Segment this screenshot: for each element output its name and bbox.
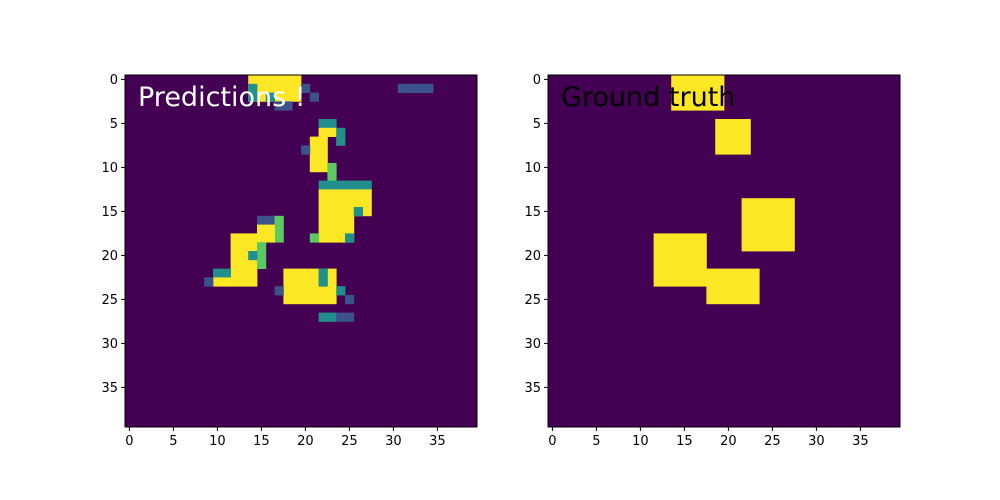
ground-truth-x-tick-label: 0	[548, 434, 556, 449]
predictions-x-axis: 0 5 10 15 20 25 30 35	[125, 427, 446, 449]
predictions-y-axis: 0 5 10 15 20 25 30 35	[101, 73, 125, 396]
prediction-heatmap-cell	[257, 242, 267, 269]
prediction-y-tick-label: 10	[101, 161, 118, 176]
ground-truth-x-tick-label: 35	[852, 434, 869, 449]
prediction-heatmap-cell	[309, 233, 319, 243]
prediction-heatmap-cell	[397, 83, 434, 93]
prediction-heatmap-cell	[353, 207, 363, 217]
prediction-y-tick-label: 20	[101, 249, 118, 264]
ground-truth-x-axis: 0 5 10 15 20 25 30 35	[548, 427, 869, 449]
prediction-heatmap-cell	[248, 83, 258, 93]
prediction-x-tick-label: 0	[125, 434, 133, 449]
ground-truth-heatmap-cell	[741, 198, 795, 252]
ground-truth-y-tick-label: 5	[533, 117, 541, 132]
ground-truth-y-tick-label: 35	[524, 381, 541, 396]
prediction-heatmap-cell	[318, 127, 337, 137]
ground-truth-y-tick-label: 20	[524, 249, 541, 264]
prediction-heatmap-cell	[274, 215, 284, 243]
prediction-x-tick-label: 15	[253, 434, 270, 449]
prediction-heatmap-cell	[318, 119, 337, 129]
prediction-heatmap-cell	[301, 83, 311, 93]
prediction-heatmap-cell	[336, 312, 355, 322]
ground-truth-y-tick-label: 15	[524, 205, 541, 220]
predictions-axes-frame	[124, 74, 478, 428]
ground-truth-x-tick-label: 30	[808, 434, 825, 449]
ground-truth-x-tick-label: 10	[632, 434, 649, 449]
prediction-heatmap-cell	[336, 286, 346, 296]
ground-truth-y-axis: 0 5 10 15 20 25 30 35	[524, 73, 548, 396]
prediction-y-tick-label: 25	[101, 293, 118, 308]
prediction-heatmap-cell	[327, 312, 337, 322]
prediction-y-tick-label: 30	[101, 337, 118, 352]
ground-truth-x-tick-label: 25	[764, 434, 781, 449]
prediction-heatmap-cell	[318, 189, 372, 217]
prediction-y-tick-label: 5	[110, 117, 118, 132]
ground-truth-heatmap-cell	[706, 268, 760, 305]
prediction-heatmap-cell	[345, 233, 355, 243]
prediction-x-tick-label: 35	[429, 434, 446, 449]
prediction-heatmap-cell	[248, 92, 258, 102]
ground-truth-y-tick-label: 25	[524, 293, 541, 308]
prediction-y-tick-label: 15	[101, 205, 118, 220]
prediction-heatmap-cell	[204, 277, 214, 287]
prediction-heatmap-cell	[274, 286, 284, 296]
prediction-heatmap-cell	[318, 268, 328, 287]
prediction-heatmap-cell	[309, 92, 319, 102]
predictions-heatmap	[125, 75, 477, 427]
prediction-heatmap-cell	[213, 268, 231, 278]
prediction-heatmap-cell	[309, 136, 328, 173]
prediction-heatmap-cell	[274, 101, 293, 111]
prediction-x-tick-label: 5	[169, 434, 177, 449]
prediction-heatmap-cell	[283, 268, 337, 305]
ground-truth-x-tick-label: 5	[592, 434, 600, 449]
prediction-heatmap-cell	[345, 295, 355, 305]
ground-truth-heatmap	[548, 75, 900, 427]
ground-truth-y-tick-label: 10	[524, 161, 541, 176]
ground-truth-x-tick-label: 20	[720, 434, 737, 449]
ground-truth-panel: 0 5 10 15 20 25 30 35 0 5 10 15 20 25 30 35 Ground tru…	[524, 73, 901, 449]
prediction-y-tick-label: 0	[110, 73, 118, 88]
ground-truth-heatmap-cell	[715, 119, 751, 155]
ground-truth-heatmap-cell	[671, 75, 725, 111]
prediction-heatmap-cell	[257, 215, 275, 225]
predictions-panel: 0 5 10 15 20 25 30 35 0 5 10 15 20 25 30 35 Prediction…	[101, 73, 478, 449]
prediction-heatmap-cell	[327, 163, 337, 181]
prediction-heatmap-cell	[265, 92, 275, 102]
prediction-x-tick-label: 20	[297, 434, 314, 449]
prediction-x-tick-label: 30	[385, 434, 402, 449]
prediction-x-tick-label: 25	[341, 434, 358, 449]
prediction-heatmap-background	[125, 75, 477, 427]
ground-truth-title: Ground truth	[561, 82, 735, 113]
prediction-heatmap-cell	[318, 312, 328, 322]
prediction-heatmap-cell	[336, 127, 346, 146]
ground-truth-x-tick-label: 15	[676, 434, 693, 449]
ground-truth-y-tick-label: 30	[524, 337, 541, 352]
prediction-heatmap-cell	[318, 180, 372, 190]
prediction-heatmap-cell	[248, 251, 258, 261]
prediction-x-tick-label: 10	[209, 434, 226, 449]
predictions-title: Predictions !	[138, 82, 306, 113]
prediction-heatmap-cell	[257, 224, 275, 243]
ground-truth-y-tick-label: 0	[533, 73, 541, 88]
prediction-heatmap-cell	[301, 145, 311, 155]
prediction-y-tick-label: 35	[101, 381, 118, 396]
ground-truth-heatmap-cell	[653, 233, 707, 287]
prediction-heatmap-cell	[213, 277, 231, 287]
ground-truth-axes-frame	[547, 74, 901, 428]
